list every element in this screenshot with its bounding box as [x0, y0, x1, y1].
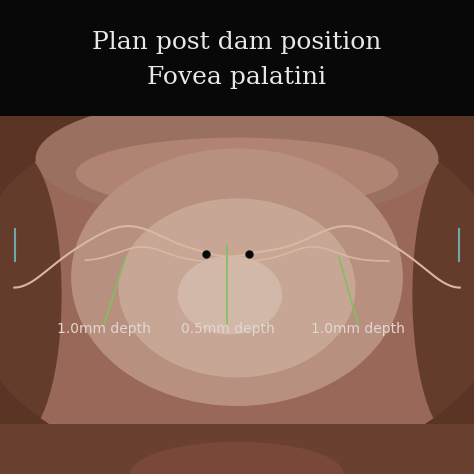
- FancyBboxPatch shape: [0, 116, 474, 474]
- Text: 1.0mm depth: 1.0mm depth: [57, 322, 151, 336]
- Ellipse shape: [71, 148, 403, 406]
- FancyBboxPatch shape: [0, 0, 474, 116]
- Ellipse shape: [118, 199, 356, 377]
- Ellipse shape: [0, 100, 474, 474]
- Text: Plan post dam position: Plan post dam position: [92, 31, 382, 55]
- Ellipse shape: [130, 442, 344, 474]
- Ellipse shape: [178, 255, 282, 335]
- Ellipse shape: [36, 96, 438, 222]
- Text: Fovea palatini: Fovea palatini: [147, 66, 327, 90]
- Ellipse shape: [76, 137, 398, 209]
- Text: 1.0mm depth: 1.0mm depth: [311, 322, 405, 336]
- Text: 0.5mm depth: 0.5mm depth: [181, 322, 274, 336]
- Ellipse shape: [412, 152, 474, 438]
- FancyBboxPatch shape: [0, 424, 474, 474]
- Ellipse shape: [0, 152, 62, 438]
